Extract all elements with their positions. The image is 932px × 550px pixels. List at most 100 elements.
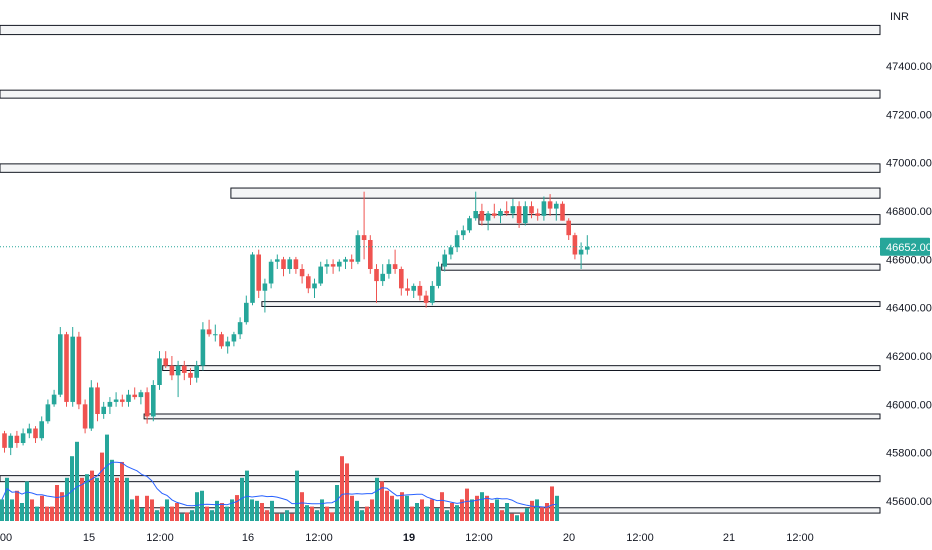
- volume-bar: [295, 470, 299, 521]
- volume-bar: [30, 499, 34, 521]
- candle-body: [523, 206, 528, 224]
- price-tick-label: 46400.00: [886, 303, 932, 315]
- currency-label: INR: [890, 11, 909, 23]
- candle-body: [70, 336, 75, 402]
- volume-bar: [180, 513, 184, 521]
- candle-body: [392, 264, 398, 269]
- candle-body: [188, 372, 193, 378]
- price-tick-label: 45800.00: [886, 448, 932, 460]
- price-tick-label: 47400.00: [886, 61, 932, 73]
- price-tick-label: 46800.00: [886, 206, 932, 218]
- candle-body: [510, 206, 516, 214]
- zone-box: [0, 475, 881, 483]
- volume-bar: [355, 500, 359, 521]
- candle-body: [430, 285, 435, 303]
- volume-bar: [35, 506, 39, 521]
- candle-body: [547, 201, 553, 209]
- volume-bar: [545, 503, 549, 521]
- volume-bar: [195, 492, 199, 521]
- volume-bar: [105, 434, 109, 521]
- candle-body: [51, 394, 57, 405]
- candle-body: [82, 404, 88, 429]
- volume-bar: [320, 499, 324, 521]
- volume-bar: [225, 506, 229, 521]
- volume-bar: [380, 481, 384, 521]
- candle-body: [467, 218, 472, 231]
- volume-bar: [470, 499, 474, 521]
- volume-bar: [200, 490, 204, 521]
- volume-bar: [395, 499, 399, 521]
- volume-ma-line: [1, 461, 558, 508]
- volume-bar: [345, 463, 349, 521]
- zone-box: [0, 163, 881, 173]
- candle-body: [585, 246, 590, 250]
- volume-bar: [520, 512, 524, 521]
- last-price-label: 46652.00: [880, 237, 932, 256]
- volume-bar: [540, 506, 544, 521]
- volume-bar: [405, 495, 409, 521]
- candle-body: [535, 213, 540, 216]
- candle-body: [107, 401, 113, 407]
- volume-bar: [55, 485, 59, 521]
- candles-layer: [2, 191, 590, 456]
- time-tick-label: 12:00: [786, 532, 814, 544]
- candle-body: [200, 329, 206, 366]
- price-tick-label: 46600.00: [886, 254, 932, 266]
- volume-bar: [555, 495, 559, 521]
- volume-bar: [25, 481, 29, 521]
- volume-bar: [15, 490, 19, 521]
- price-tick-label: 45600.00: [886, 496, 932, 508]
- candle-body: [175, 365, 181, 376]
- volume-bar: [275, 513, 279, 521]
- candle-body: [169, 365, 175, 376]
- time-axis[interactable]: 00 15 12:00 16 12:00 19 12:00 20 12:00 21 12:00: [0, 532, 814, 544]
- candle-body: [126, 394, 131, 402]
- volume-layer: [0, 434, 559, 521]
- price-tick-label: 46200.00: [886, 351, 932, 363]
- candle-body: [374, 269, 379, 282]
- volume-bar: [90, 470, 94, 521]
- candle-body: [498, 211, 503, 216]
- candle-body: [554, 203, 559, 209]
- candle-body: [95, 387, 100, 414]
- volume-bar: [495, 499, 499, 521]
- volume-bar: [420, 499, 424, 521]
- volume-bar: [0, 499, 4, 521]
- volume-bar: [150, 499, 154, 521]
- volume-bar: [190, 510, 194, 521]
- candle-body: [39, 421, 44, 439]
- volume-bar: [80, 477, 84, 521]
- candle-body: [113, 399, 119, 402]
- candle-body: [318, 266, 323, 284]
- zone-box: [478, 214, 881, 225]
- volume-bar: [100, 452, 104, 521]
- volume-bar: [530, 500, 534, 521]
- volume-bar: [445, 510, 449, 521]
- candle-body: [324, 264, 330, 267]
- volume-bar: [490, 503, 494, 521]
- candle-body: [355, 235, 361, 262]
- price-axis[interactable]: INR 47400.00 47200.00 47000.00 46800.00 4660…: [886, 11, 932, 508]
- volume-bar: [140, 508, 144, 521]
- candle-body: [138, 392, 144, 398]
- candle-body: [330, 264, 336, 267]
- volume-bar: [325, 506, 329, 521]
- volume-bar: [265, 510, 269, 521]
- volume-bar: [165, 499, 169, 521]
- price-tick-label: 47000.00: [886, 158, 932, 170]
- candle-body: [8, 435, 13, 448]
- candle-body: [231, 334, 237, 342]
- volume-bar: [410, 506, 414, 521]
- candle-body: [473, 211, 478, 219]
- candle-body: [144, 392, 150, 417]
- volume-bar: [310, 506, 314, 521]
- candle-body: [27, 428, 32, 434]
- volume-bar: [10, 499, 14, 521]
- candle-body: [299, 269, 305, 277]
- volume-bar: [385, 490, 389, 521]
- volume-bar: [50, 506, 54, 521]
- candle-body: [20, 433, 26, 443]
- volume-bar: [125, 477, 129, 521]
- candle-body: [89, 387, 94, 429]
